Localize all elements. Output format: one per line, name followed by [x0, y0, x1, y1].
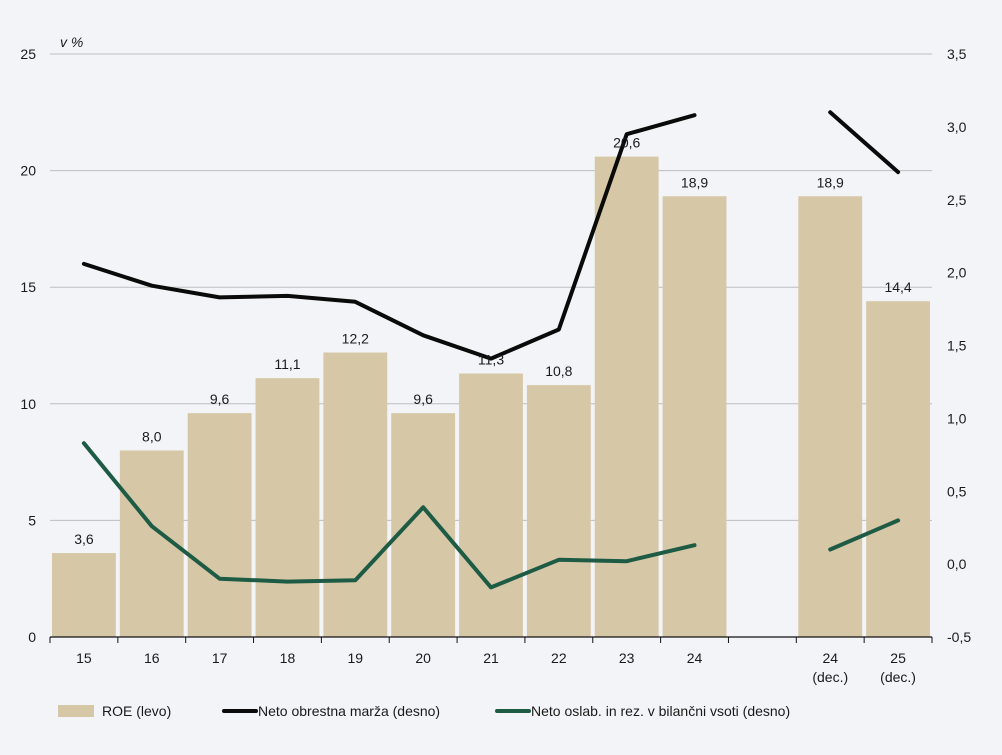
bar-data-label: 3,6 [74, 531, 94, 547]
bar-data-label: 20,6 [613, 135, 640, 151]
bar-data-label: 11,3 [478, 351, 504, 367]
grid-lines [50, 53, 932, 521]
legend-item-roe: ROE (levo) [58, 700, 171, 722]
x-tick-label: 25 [890, 650, 906, 666]
x-tick-label: 23 [619, 650, 635, 666]
right-tick-label: 1,5 [947, 338, 967, 354]
line-net-interest-margin [828, 110, 901, 175]
chart: 3,6 8,0 9,6 11,1 12,2 9,6 11,3 10,8 20,6 18,9 18,9… [20, 34, 971, 685]
bar-data-label: 18,9 [817, 174, 844, 190]
right-tick-label: 2,0 [947, 265, 967, 281]
line-net-impairments [828, 518, 901, 552]
data-labels: 3,6 8,0 9,6 11,1 12,2 9,6 11,3 10,8 20,6 18,9 18,9… [74, 135, 912, 547]
bar-roe [594, 156, 659, 637]
left-tick-label: 0 [28, 629, 36, 645]
bar-roe [187, 413, 252, 637]
bar-roe [459, 373, 523, 637]
bar-roe [798, 196, 863, 637]
legend-swatch-roe [58, 705, 94, 717]
x-tick-label: 15 [76, 650, 92, 666]
bar-data-label: 14,4 [884, 279, 911, 295]
x-tick-label: 20 [415, 650, 431, 666]
legend: ROE (levo) Neto obrestna marža (desno) N… [0, 700, 1002, 724]
legend-item-nim: Neto obrestna marža (desno) [222, 700, 440, 722]
x-tick-label: 19 [348, 650, 364, 666]
bar-roe [866, 301, 930, 637]
left-tick-label: 25 [20, 46, 36, 62]
bar-data-label: 8,0 [142, 428, 162, 444]
right-tick-label: 1,0 [947, 410, 967, 426]
x-tick-sublabel: (dec.) [880, 669, 916, 685]
x-tick-label: 18 [280, 650, 296, 666]
legend-item-impairments: Neto oslab. in rez. v bilančni vsoti (de… [495, 700, 790, 722]
bar-roe [662, 196, 727, 637]
right-tick-label: 2,5 [947, 192, 967, 208]
x-tick-label: 16 [144, 650, 160, 666]
bar-data-label: 9,6 [413, 391, 433, 407]
x-tick-label: 17 [212, 650, 228, 666]
right-tick-label: 3,0 [947, 119, 967, 135]
series-lines [81, 110, 901, 590]
left-tick-label: 10 [20, 396, 36, 412]
bar-data-label: 10,8 [545, 363, 572, 379]
x-tick-label: 24 [687, 650, 703, 666]
axes: 0 5 10 15 20 25 -0,5 0,0 0,5 1,0 1,5 2,0 2,5 3,0 3,5 15… [20, 46, 971, 685]
bar-roe [323, 352, 388, 637]
left-tick-label: 15 [20, 279, 36, 295]
legend-label-impairments: Neto oslab. in rez. v bilančni vsoti (de… [531, 703, 791, 719]
bar-roe [526, 385, 591, 637]
x-tick-label: 22 [551, 650, 567, 666]
bar-data-label: 18,9 [681, 174, 708, 190]
x-tick-sublabel: (dec.) [812, 669, 848, 685]
line-net-interest-margin [81, 113, 697, 361]
right-tick-label: -0,5 [947, 629, 971, 645]
bar-roe [255, 378, 320, 637]
right-tick-label: 3,5 [947, 46, 967, 62]
bar-data-label: 12,2 [342, 330, 369, 346]
left-tick-label: 5 [28, 512, 36, 528]
line-net-impairments [81, 441, 697, 590]
x-tick-label: 21 [483, 650, 499, 666]
right-tick-label: 0,0 [947, 556, 967, 572]
left-tick-label: 20 [20, 163, 36, 179]
legend-swatch-impairments [495, 709, 531, 713]
legend-label-roe: ROE (levo) [102, 703, 172, 719]
x-tick-label: 24 [822, 650, 838, 666]
bar-roe [52, 553, 116, 637]
bar-roe [391, 413, 456, 637]
bar-data-label: 9,6 [210, 391, 230, 407]
right-tick-label: 0,5 [947, 483, 967, 499]
legend-label-nim: Neto obrestna marža (desno) [258, 703, 441, 719]
unit-label: v % [60, 34, 83, 50]
legend-swatch-nim [222, 709, 258, 713]
bar-data-label: 11,1 [274, 356, 300, 372]
bars-roe [52, 156, 930, 637]
